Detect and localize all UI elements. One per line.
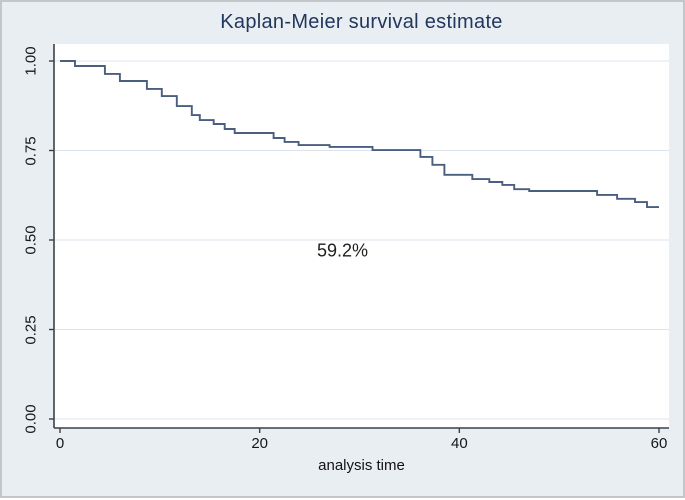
x-axis-title: analysis time	[318, 457, 405, 474]
y-tick-label: 0.50	[22, 225, 40, 255]
x-tick-label: 20	[251, 435, 268, 452]
km-survival-curve	[60, 60, 659, 209]
y-tick-label: 0.75	[22, 135, 40, 166]
x-tick-label: 40	[450, 435, 468, 452]
plot-area	[54, 44, 669, 428]
survival-percentage-annotation: 59.2%	[316, 240, 369, 261]
y-tick-label: 0.25	[22, 314, 40, 345]
y-tick-label: 0.00	[22, 404, 40, 434]
chart-title: Kaplan-Meier survival estimate	[220, 11, 503, 33]
x-tick-label: 0	[55, 435, 65, 452]
y-tick-label: 1.00	[22, 46, 40, 76]
x-tick-label: 60	[650, 435, 668, 452]
